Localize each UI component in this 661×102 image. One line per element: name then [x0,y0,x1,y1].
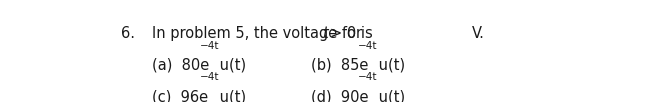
Text: 6.: 6. [121,26,135,41]
Text: u(t): u(t) [215,89,246,102]
Text: In problem 5, the voltage for: In problem 5, the voltage for [152,26,366,41]
Text: > 0 is: > 0 is [330,26,372,41]
Text: −4t: −4t [358,72,377,82]
Text: −4t: −4t [200,72,219,82]
Text: (b)  85e: (b) 85e [311,58,368,73]
Text: −4t: −4t [200,40,219,50]
Text: t: t [323,26,328,41]
Text: (a)  80e: (a) 80e [152,58,209,73]
Text: (c)  96e: (c) 96e [152,89,208,102]
Text: −4t: −4t [358,40,377,50]
Text: u(t): u(t) [215,58,246,73]
Text: u(t): u(t) [373,58,405,73]
Text: u(t): u(t) [373,89,405,102]
Text: (d)  90e: (d) 90e [311,89,368,102]
Text: V.: V. [472,26,485,41]
